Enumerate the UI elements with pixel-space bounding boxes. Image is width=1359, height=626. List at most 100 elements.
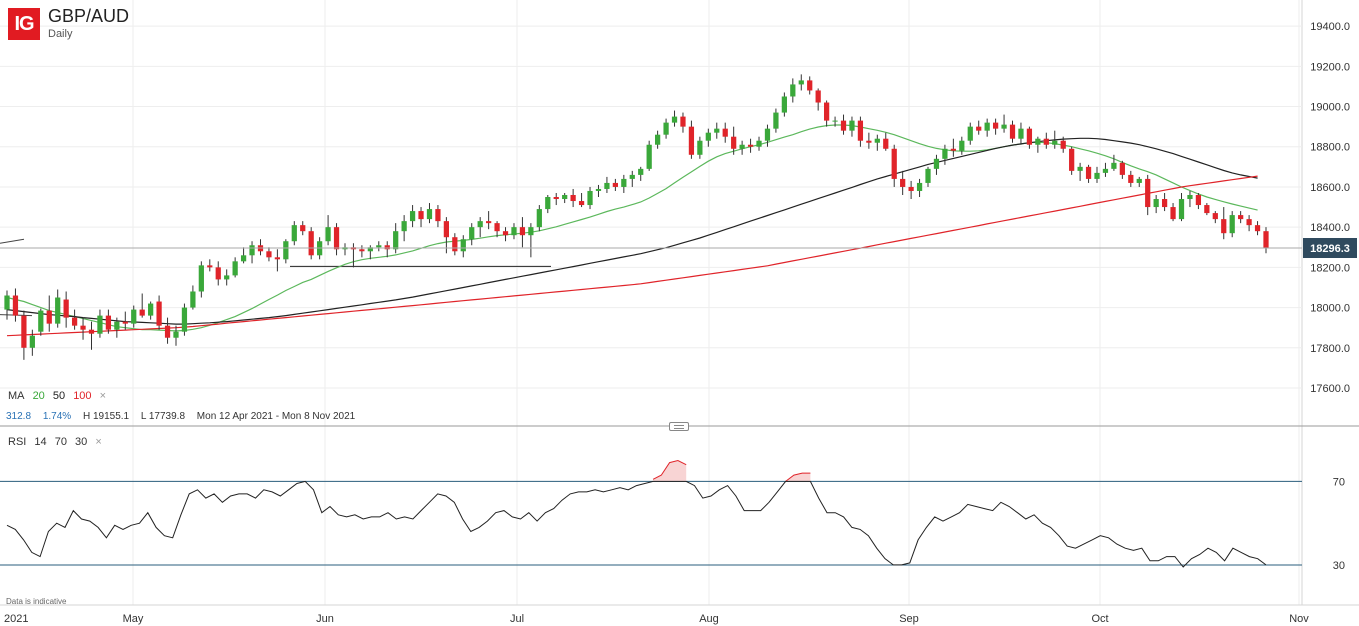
candle [443,217,450,254]
candle [756,136,762,151]
ma-20-line [6,124,1258,332]
candle [12,288,19,322]
candle-body [883,138,889,149]
candle [308,227,314,260]
candle [1043,132,1049,149]
candle [173,325,179,346]
candle [1161,192,1168,212]
candle [283,239,289,264]
candle-body [1229,215,1235,234]
rsi-period[interactable]: 14 [34,436,47,448]
candle-body [1204,205,1210,214]
candle [1145,174,1151,216]
candle-body [181,307,188,332]
candle-body [942,148,948,159]
candle-body [798,80,804,85]
candle-body [173,331,179,338]
candle [570,188,576,208]
candle [1085,164,1092,183]
candle-body [266,251,272,258]
candle [97,309,103,338]
candle-body [604,182,610,189]
candle-body [426,209,433,220]
candle [773,108,779,133]
candle-body [435,209,441,222]
price-axis: 17600.0 17800.0 18000.0 18200.0 18400.0 18600… [1310,21,1350,395]
rsi-legend[interactable]: RSI 14 70 30 × [8,436,107,448]
candle-body [122,321,128,324]
ma-legend[interactable]: MA 20 50 100 × [8,390,111,402]
candle [1119,160,1125,179]
rsi-overbought-line [785,472,811,482]
ma-period-100[interactable]: 100 [73,390,92,402]
candle [224,269,230,286]
candle [105,309,112,334]
candle [840,114,847,135]
candle [519,217,526,248]
candle [4,290,10,320]
candle-body [148,303,154,316]
candle [384,241,390,258]
candle-body [1052,140,1058,145]
ma-close-icon[interactable]: × [99,390,107,402]
candle-body [1119,162,1125,175]
candle-body [621,178,627,187]
candle-body [63,299,69,318]
candle-body [1060,140,1066,149]
candle-body [494,223,500,232]
candle-body [325,227,331,242]
moving-averages [6,124,1258,337]
rsi-lower-level[interactable]: 30 [75,436,88,448]
candle-body [697,140,703,155]
candle [1204,203,1210,216]
candle [621,174,627,193]
trend-line-left [0,238,25,244]
candle [578,192,585,208]
candle-body [283,241,289,260]
last-price-tag [1303,238,1357,259]
candle [1229,211,1235,238]
candle-body [536,209,542,228]
candle [409,205,416,228]
candle [38,308,44,336]
candle-body [807,80,813,91]
candle [164,317,171,344]
candle [638,166,644,181]
candle-body [1111,162,1117,169]
candle [925,166,931,187]
candle [528,223,534,258]
rsi-upper-level[interactable]: 70 [54,436,67,448]
candle-body [900,178,906,187]
candle-body [790,84,796,97]
candle-body [671,116,678,123]
candle-body [646,144,652,169]
ma-period-50[interactable]: 50 [52,390,66,402]
candle-body [80,325,86,330]
candle-body [97,315,103,334]
ma-period-20[interactable]: 20 [32,390,45,402]
candle-body [1170,207,1176,220]
candle-body [1161,199,1168,208]
candle [1136,176,1142,187]
candle-body [367,247,373,252]
candle-body [1026,128,1033,145]
candle-body [1212,213,1218,220]
candle-body [731,136,737,149]
candle [342,243,348,256]
candle [122,311,128,330]
candle [967,122,973,145]
candle [1077,162,1083,181]
candle-body [1009,124,1016,139]
candle [1094,166,1100,183]
time-tick-label: Aug [699,613,719,625]
candle [376,241,382,252]
candle [883,132,889,151]
time-tick-label: Sep [899,613,919,625]
candle-body [131,309,137,324]
candle-body [866,140,872,143]
candle-body [198,265,204,292]
rsi-close-icon[interactable]: × [95,436,102,448]
panel-resize-handle[interactable] [669,422,689,431]
candle [502,227,509,242]
